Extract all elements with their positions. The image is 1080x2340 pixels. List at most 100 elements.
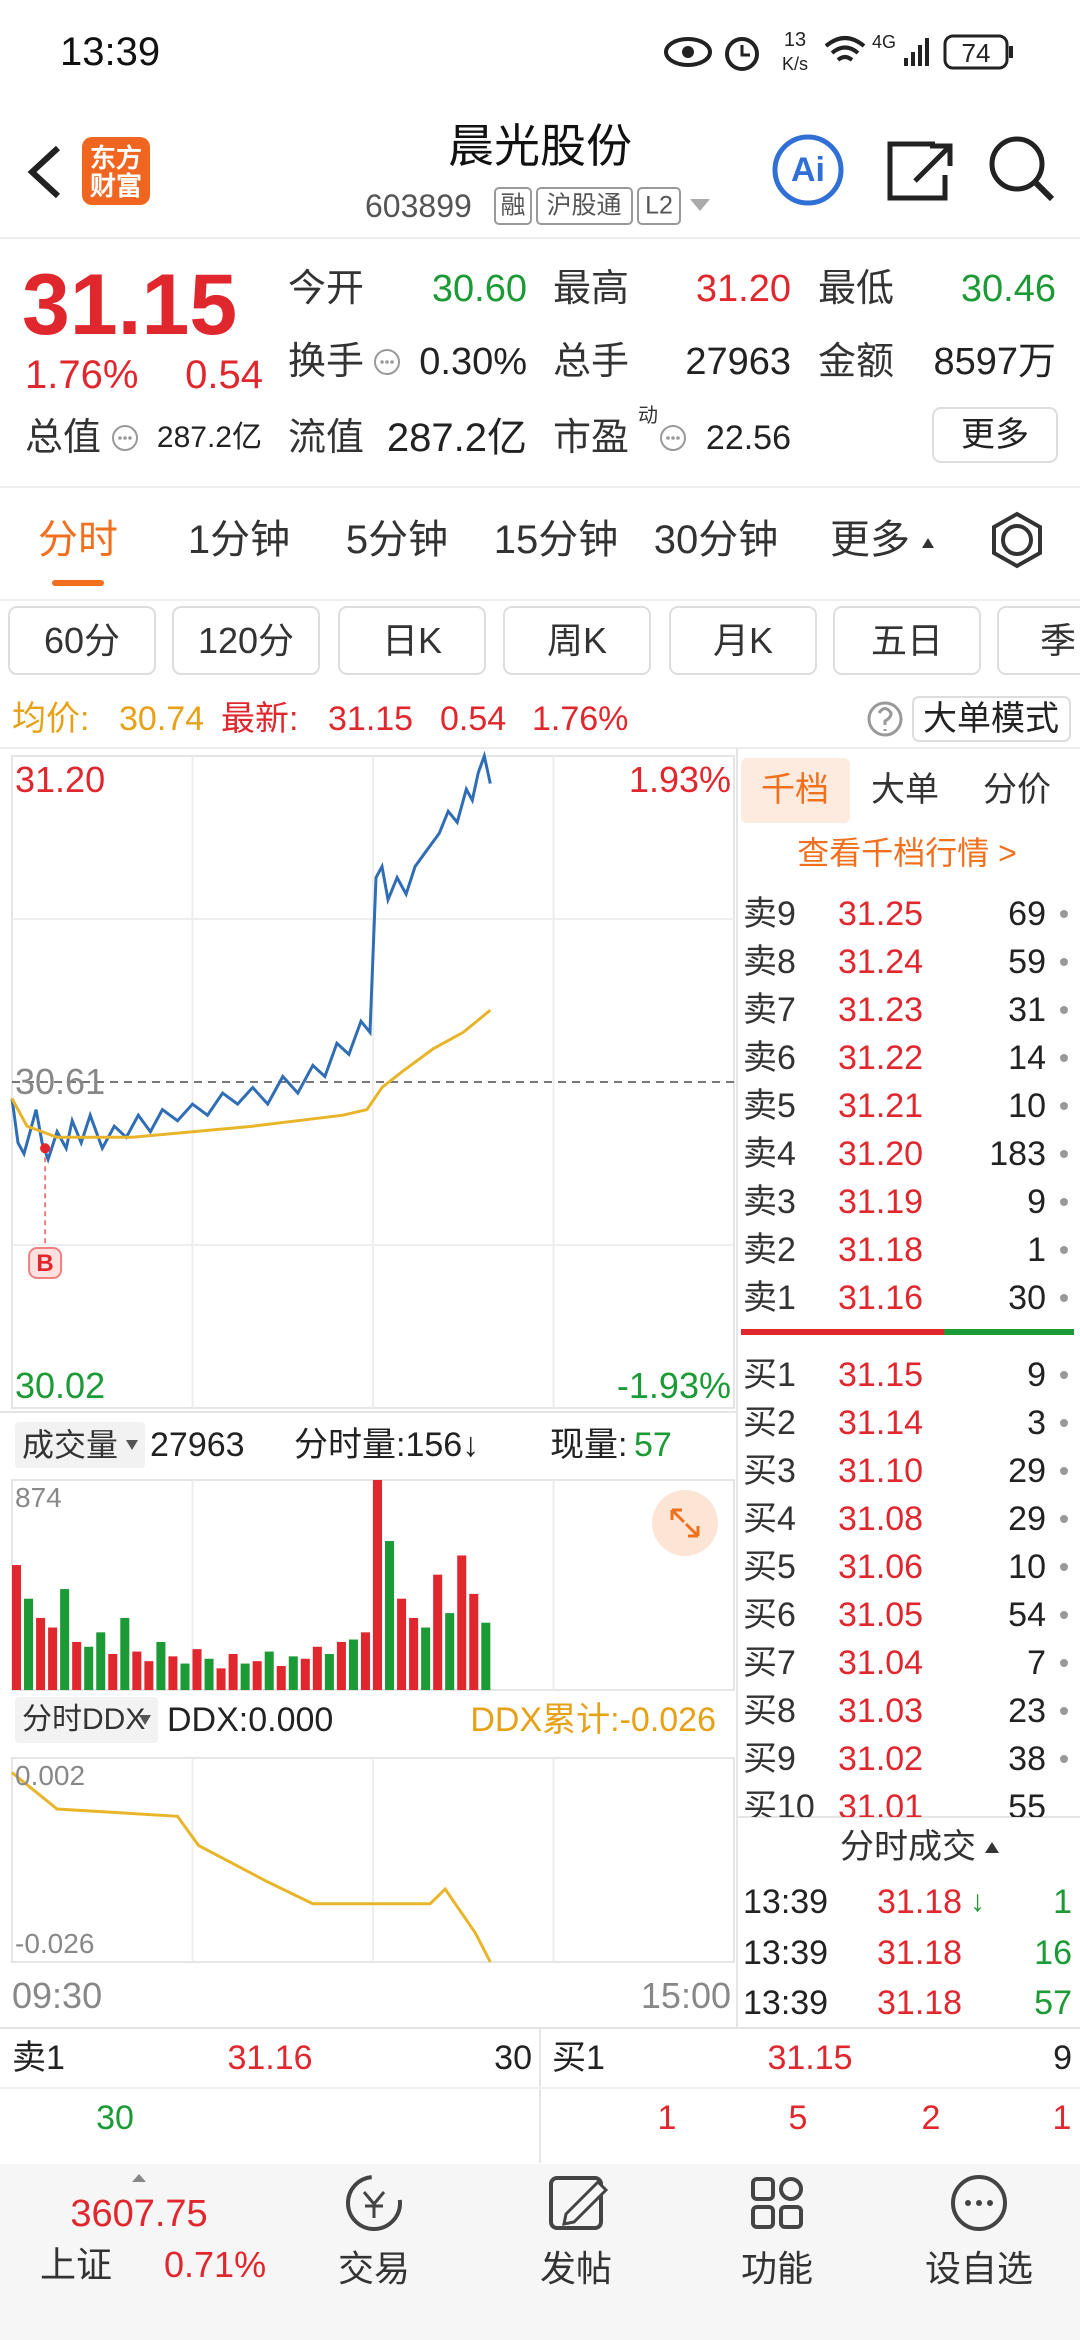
- selector-box[interactable]: [15, 1697, 158, 1743]
- info-icon: [660, 425, 686, 451]
- tab[interactable]: 30分钟: [653, 518, 779, 562]
- trade-price: 31.18: [877, 1933, 963, 1972]
- index-name[interactable]: 上证: [40, 2244, 113, 2285]
- back-button[interactable]: [27, 145, 61, 199]
- help-icon[interactable]: [877, 707, 893, 732]
- volume-bar: [348, 1639, 358, 1690]
- func-icon[interactable]: [751, 2177, 775, 2201]
- trade-icon[interactable]: [362, 2191, 386, 2218]
- ask-qty: 30: [494, 2039, 532, 2077]
- latest-change: 0.54: [440, 700, 507, 738]
- period[interactable]: 日K: [381, 620, 443, 661]
- stock-name: 晨光股份: [448, 120, 632, 172]
- index-value[interactable]: 3607.75: [70, 2193, 208, 2235]
- watch-icon[interactable]: [976, 2200, 982, 2206]
- volume-bar: [192, 1649, 202, 1690]
- volume-bar: [373, 1480, 383, 1690]
- book-qty: 69: [1008, 895, 1046, 933]
- func-icon[interactable]: [779, 2177, 803, 2201]
- y-tick-label: 30.61: [15, 1061, 106, 1102]
- dropdown-icon[interactable]: [139, 1715, 151, 1725]
- mode-button[interactable]: [912, 696, 1071, 742]
- info-icon: [666, 436, 670, 440]
- more-button[interactable]: [932, 407, 1058, 463]
- mode-label[interactable]: 大单模式: [923, 700, 1059, 738]
- field-value: 22.56: [705, 419, 791, 457]
- book-level: 买8: [743, 1692, 796, 1730]
- book-price: 31.08: [838, 1500, 924, 1538]
- func-icon[interactable]: [779, 2205, 803, 2229]
- func-icon[interactable]: [751, 2205, 775, 2229]
- book-dot: [1060, 1707, 1068, 1715]
- share-button[interactable]: [887, 141, 953, 201]
- tab[interactable]: 15分钟: [493, 518, 619, 562]
- watch-icon[interactable]: [965, 2200, 971, 2206]
- book-level: 卖7: [743, 991, 796, 1029]
- nav-item[interactable]: 交易: [337, 2248, 411, 2289]
- eye-icon: [682, 46, 694, 58]
- bid-queue: 1: [1052, 2099, 1072, 2137]
- tab[interactable]: 分时: [38, 518, 118, 562]
- nav-bar: [0, 2164, 1080, 2340]
- book-qty: 9: [1027, 1183, 1046, 1221]
- expand-button[interactable]: [670, 1508, 700, 1538]
- nav-item[interactable]: 设自选: [924, 2248, 1034, 2289]
- field-value: 31.20: [695, 268, 791, 310]
- volume-title[interactable]: 成交量: [22, 1427, 119, 1463]
- field-label: 总值: [25, 417, 102, 459]
- book-qty: 10: [1008, 1548, 1046, 1586]
- nav-item[interactable]: 发帖: [539, 2248, 613, 2289]
- data-line: [10, 1009, 492, 1139]
- book-dot: [1060, 910, 1068, 918]
- bid-queue: 1: [657, 2099, 677, 2137]
- search-button[interactable]: [1032, 179, 1055, 202]
- post-icon[interactable]: [549, 2176, 603, 2230]
- help-icon[interactable]: [867, 701, 903, 737]
- search-button[interactable]: [989, 136, 1045, 192]
- period[interactable]: 60分: [43, 620, 121, 661]
- volume-bar: [84, 1646, 94, 1690]
- ai-label[interactable]: Ai: [791, 151, 825, 189]
- nav-item[interactable]: 功能: [740, 2248, 814, 2289]
- dropdown-icon[interactable]: [126, 1440, 138, 1450]
- index-change[interactable]: 0.71%: [164, 2244, 267, 2285]
- settings-button[interactable]: [992, 511, 1042, 569]
- period[interactable]: 五日: [870, 620, 944, 661]
- bid-queue: 2: [921, 2099, 941, 2137]
- book-level: 卖6: [743, 1039, 796, 1077]
- period[interactable]: 季: [1039, 620, 1077, 661]
- book-tab[interactable]: 分价: [983, 771, 1051, 809]
- dropdown-icon[interactable]: [690, 199, 710, 211]
- watch-icon[interactable]: [951, 2175, 1007, 2231]
- volume-bar: [240, 1663, 250, 1690]
- tab-arrow: [922, 538, 934, 548]
- trade-icon[interactable]: [346, 2175, 402, 2231]
- volume-bar: [264, 1651, 274, 1690]
- trade-qty: 16: [1034, 1933, 1072, 1972]
- period[interactable]: 周K: [546, 620, 608, 661]
- post-icon[interactable]: [562, 2179, 609, 2226]
- period[interactable]: 月K: [712, 620, 774, 661]
- book-price: 31.02: [838, 1740, 924, 1778]
- ddx-title[interactable]: 分时DDX: [22, 1703, 146, 1736]
- tab[interactable]: 更多: [830, 518, 910, 562]
- selector-box[interactable]: [15, 1422, 145, 1468]
- book-price: 31.24: [838, 943, 924, 981]
- period[interactable]: 120分: [197, 620, 295, 661]
- book-tab[interactable]: 千档: [761, 771, 829, 809]
- volume-bar: [132, 1651, 142, 1690]
- book-tab[interactable]: 大单: [871, 771, 939, 809]
- ai-button[interactable]: [772, 134, 844, 206]
- settings-button[interactable]: [1001, 524, 1033, 556]
- y-tick-label: 30.02: [15, 1365, 106, 1406]
- tab[interactable]: 1分钟: [187, 518, 291, 562]
- book-dot: [1060, 1102, 1068, 1110]
- tab[interactable]: 5分钟: [345, 518, 449, 562]
- period-volume: 分时量:156↓: [294, 1426, 480, 1464]
- watch-icon[interactable]: [987, 2200, 993, 2206]
- expand-button[interactable]: [652, 1490, 718, 1556]
- book-level: 买6: [743, 1596, 796, 1634]
- more-label[interactable]: 更多: [961, 416, 1029, 454]
- book-link[interactable]: 查看千档行情 >: [797, 835, 1017, 871]
- period-button: [503, 606, 651, 675]
